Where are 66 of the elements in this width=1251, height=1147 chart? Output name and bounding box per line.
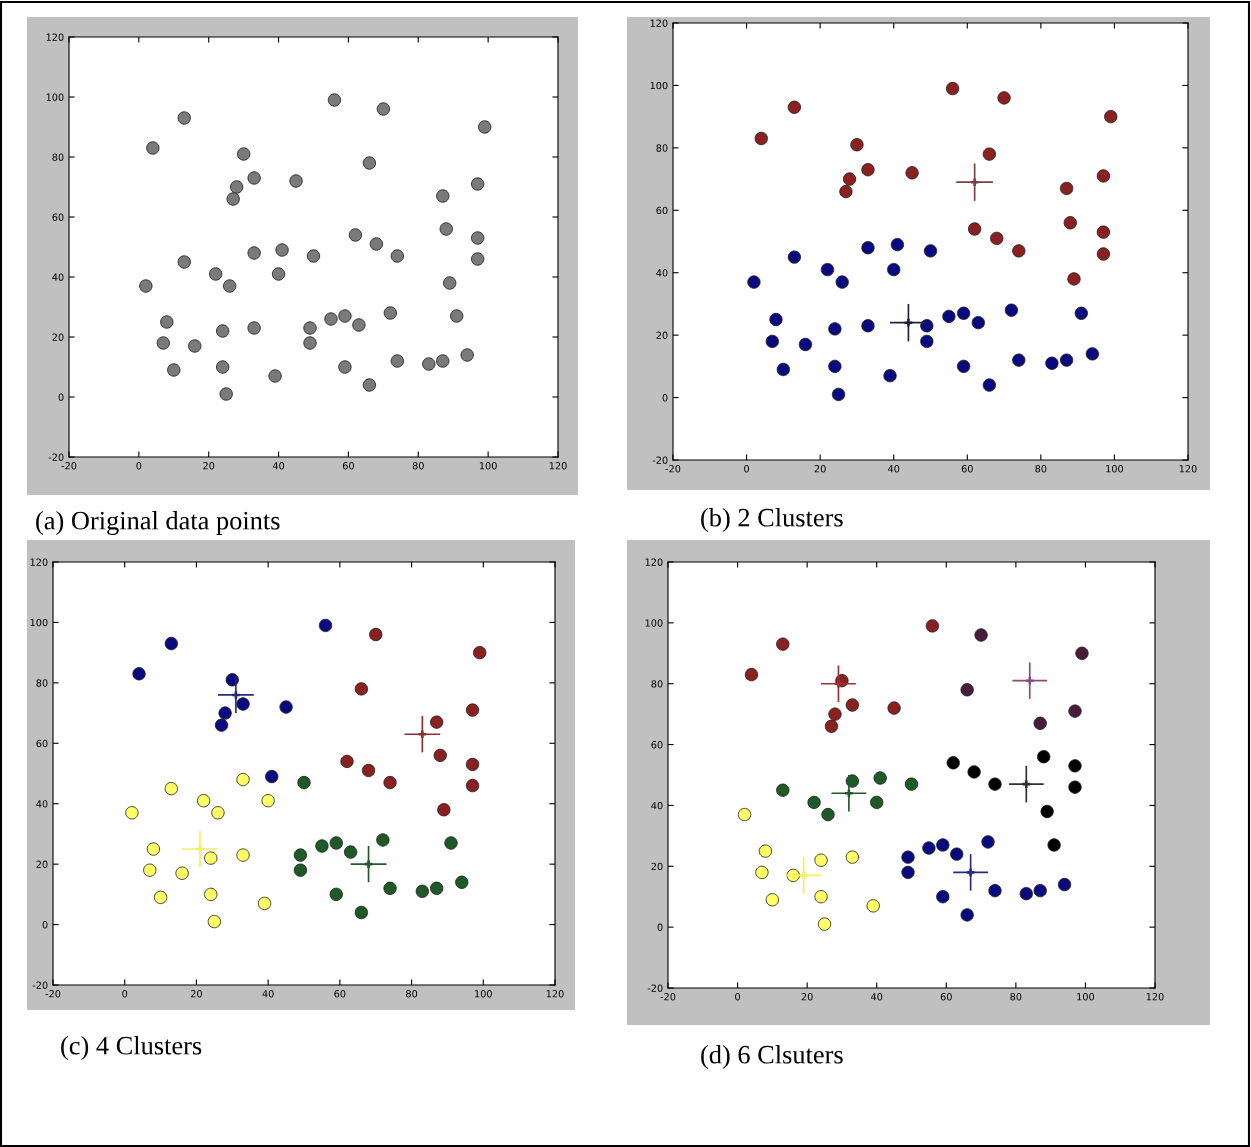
y-tick-label: 60 [36, 739, 48, 748]
x-tick-label: 20 [190, 990, 202, 998]
y-tick-label: 40 [651, 801, 663, 810]
y-tick-label: 80 [651, 680, 663, 688]
text: (a) Original data points [36, 511, 280, 535]
y-tick-label: 60 [52, 213, 64, 221]
y-tick-label: 20 [36, 860, 48, 868]
x-tick-label: 100 [1106, 465, 1124, 473]
y-tick-label: 60 [656, 206, 668, 215]
text: (b) 2 Clusters [701, 508, 843, 532]
y-tick-label: 80 [52, 153, 64, 161]
x-tick-label: 20 [814, 465, 826, 473]
y-tick-label: 80 [656, 144, 668, 152]
x-tick-label: 80 [412, 462, 424, 470]
y-tick-label: 40 [36, 800, 48, 808]
y-tick-label: 80 [36, 679, 48, 687]
y-tick-label: 40 [656, 269, 668, 277]
y-tick-label: 20 [52, 333, 64, 341]
y-tick-label: 0 [42, 921, 48, 929]
x-tick-label: 120 [1179, 465, 1197, 473]
x-tick-label: 80 [406, 990, 418, 998]
x-tick-label: 0 [744, 465, 750, 473]
x-tick-label: 40 [262, 990, 274, 998]
x-tick-label: 60 [961, 465, 973, 473]
x-tick-label: -20 [61, 462, 77, 470]
y-tick-label: 0 [58, 393, 64, 401]
y-tick-label: 0 [657, 923, 663, 931]
y-tick-label: 20 [651, 862, 663, 871]
y-tick-label: 100 [46, 93, 64, 101]
x-tick-label: 100 [1077, 993, 1095, 1001]
y-tick-label: -20 [48, 453, 64, 461]
x-tick-label: 60 [940, 993, 952, 1001]
x-tick-label: 120 [1146, 993, 1164, 1001]
y-tick-label: -20 [647, 984, 663, 992]
x-tick-label: 0 [735, 993, 741, 1001]
x-tick-label: 0 [122, 990, 128, 998]
text: (c) 4 Clusters [61, 1036, 202, 1060]
y-tick-label: 100 [645, 619, 663, 627]
x-tick-label: 40 [888, 465, 900, 473]
x-tick-label: -20 [665, 465, 681, 473]
y-tick-label: 20 [656, 331, 668, 339]
x-tick-label: 80 [1035, 465, 1047, 473]
y-tick-label: 120 [650, 19, 668, 27]
x-tick-label: 120 [546, 990, 564, 998]
x-tick-label: 80 [1010, 993, 1022, 1001]
x-tick-label: 40 [871, 993, 883, 1001]
x-tick-label: 60 [342, 462, 354, 470]
x-tick-label: 100 [479, 462, 497, 470]
y-tick-label: 120 [46, 33, 64, 41]
y-tick-label: 60 [651, 741, 663, 749]
x-tick-label: 40 [272, 462, 285, 470]
x-tick-label: 100 [475, 990, 492, 998]
y-tick-label: 40 [52, 273, 64, 281]
y-tick-label: 120 [30, 558, 48, 566]
y-tick-label: 100 [30, 618, 48, 627]
y-tick-label: -20 [32, 981, 48, 989]
x-tick-label: 20 [203, 462, 215, 470]
x-tick-label: 0 [136, 462, 142, 470]
y-tick-label: 0 [662, 394, 668, 402]
y-tick-label: -20 [652, 456, 668, 464]
x-tick-label: 60 [334, 990, 346, 998]
x-tick-label: 120 [549, 462, 567, 470]
y-tick-label: 120 [645, 558, 663, 566]
text: (d) 6 Clsuters [701, 1045, 843, 1069]
x-tick-label: 20 [801, 993, 813, 1001]
y-tick-label: 100 [650, 81, 668, 90]
